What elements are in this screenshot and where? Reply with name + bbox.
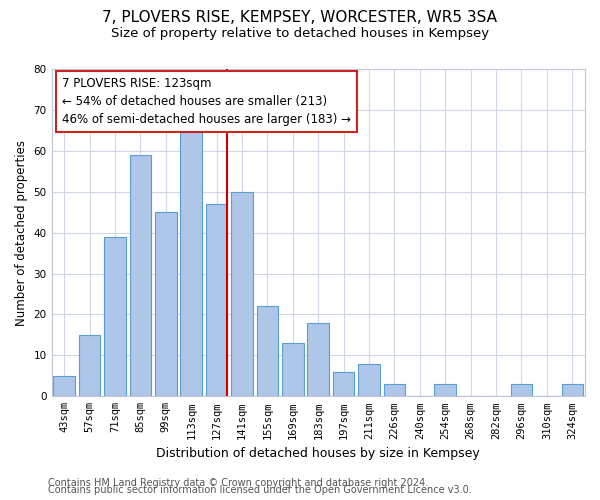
Text: Contains HM Land Registry data © Crown copyright and database right 2024.: Contains HM Land Registry data © Crown c… <box>48 478 428 488</box>
Bar <box>282 343 304 396</box>
Text: Contains public sector information licensed under the Open Government Licence v3: Contains public sector information licen… <box>48 485 472 495</box>
Bar <box>130 155 151 396</box>
Bar <box>333 372 355 396</box>
Bar <box>231 192 253 396</box>
Bar <box>307 322 329 396</box>
Bar <box>104 236 126 396</box>
Bar <box>511 384 532 396</box>
Bar <box>53 376 75 396</box>
Bar <box>383 384 405 396</box>
Bar <box>155 212 176 396</box>
Text: 7, PLOVERS RISE, KEMPSEY, WORCESTER, WR5 3SA: 7, PLOVERS RISE, KEMPSEY, WORCESTER, WR5… <box>103 10 497 25</box>
Bar <box>206 204 227 396</box>
Text: 7 PLOVERS RISE: 123sqm
← 54% of detached houses are smaller (213)
46% of semi-de: 7 PLOVERS RISE: 123sqm ← 54% of detached… <box>62 77 351 126</box>
Bar <box>257 306 278 396</box>
Text: Size of property relative to detached houses in Kempsey: Size of property relative to detached ho… <box>111 28 489 40</box>
Bar <box>181 130 202 396</box>
Bar <box>358 364 380 396</box>
Y-axis label: Number of detached properties: Number of detached properties <box>15 140 28 326</box>
X-axis label: Distribution of detached houses by size in Kempsey: Distribution of detached houses by size … <box>157 447 480 460</box>
Bar <box>434 384 456 396</box>
Bar <box>562 384 583 396</box>
Bar <box>79 335 100 396</box>
